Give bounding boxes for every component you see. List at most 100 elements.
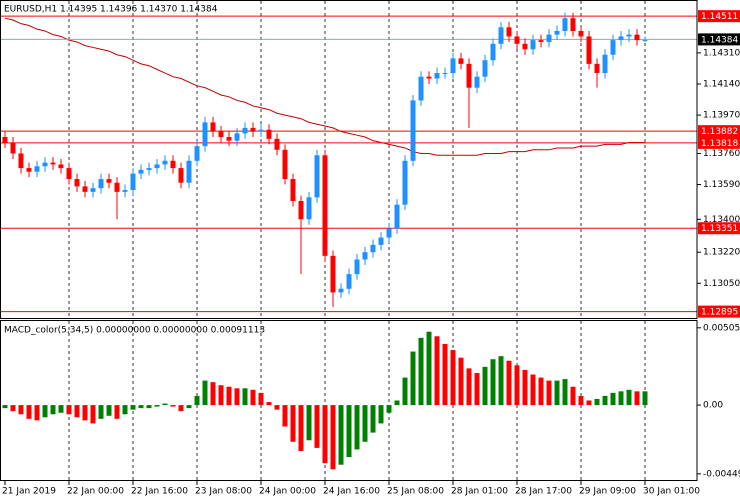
level-label: 1.13882 — [701, 127, 738, 137]
candle-body — [282, 149, 288, 180]
candle-body — [242, 127, 248, 134]
macd-bar — [450, 350, 456, 406]
macd-bar — [626, 389, 632, 406]
macd-bar — [306, 405, 312, 441]
macd-bar — [194, 395, 200, 406]
candle-body — [458, 58, 464, 64]
y-tick-label: 1.13050 — [703, 279, 740, 289]
candle-body — [218, 131, 224, 138]
x-tick-label: 29 Jan 09:00 — [579, 487, 636, 497]
macd-bar — [122, 405, 128, 415]
macd-bar — [50, 405, 56, 415]
macd-bar — [442, 343, 448, 406]
candle-body — [602, 54, 608, 74]
y-tick-label: 1.13760 — [703, 149, 740, 159]
macd-bar — [634, 391, 640, 406]
candle-body — [402, 160, 408, 205]
candle-body — [506, 27, 512, 37]
macd-bar — [474, 372, 480, 406]
y-tick-label: 1.13220 — [703, 248, 740, 258]
candle-body — [146, 168, 152, 170]
macd-bar — [346, 405, 352, 458]
level-label-box — [698, 222, 740, 235]
macd-bar — [98, 405, 104, 419]
candle-body — [10, 142, 16, 154]
candle-body — [642, 40, 648, 42]
macd-bar — [154, 405, 160, 407]
candle-body — [138, 169, 144, 174]
candle-body — [386, 228, 392, 238]
price-header: EURUSD,H1 1.14395 1.14396 1.14370 1.1438… — [4, 5, 218, 15]
candle-body — [266, 129, 272, 139]
level-label: 1.13818 — [701, 139, 738, 149]
macd-bar — [402, 377, 408, 406]
candle-body — [338, 288, 344, 293]
candle-body — [122, 190, 128, 192]
candle-body — [346, 274, 352, 289]
level-label-box — [698, 305, 740, 318]
candle-body — [170, 160, 176, 169]
candle-body — [154, 164, 160, 169]
candle-body — [226, 137, 232, 141]
level-label: 1.14511 — [701, 12, 738, 22]
macd-bar — [426, 331, 432, 406]
level-label-box — [698, 136, 740, 149]
macd-bar — [466, 368, 472, 406]
candle-body — [274, 138, 280, 150]
candle-body — [586, 36, 592, 64]
macd-bar — [434, 336, 440, 406]
x-tick-label: 24 Jan 16:00 — [323, 487, 380, 497]
y-tick-label: 0.00 — [703, 401, 723, 411]
macd-bar — [578, 395, 584, 406]
macd-bar — [378, 405, 384, 424]
candle-body — [634, 34, 640, 41]
x-tick-label: 21 Jan 2019 — [2, 487, 56, 497]
macd-bar — [322, 405, 328, 464]
macd-bar — [642, 391, 648, 406]
candle-body — [610, 40, 616, 55]
macd-bar — [218, 385, 224, 406]
macd-header: MACD_color(5,34,5) 0.00000000 0.00000000… — [4, 326, 265, 336]
macd-bar — [34, 405, 40, 421]
candle-body — [66, 168, 72, 180]
y-tick-label: 1.14310 — [703, 48, 740, 58]
x-tick-label: 22 Jan 00:00 — [67, 487, 124, 497]
macd-bar — [170, 405, 176, 407]
candle-body — [378, 237, 384, 245]
level-label: 1.13351 — [701, 224, 738, 234]
macd-bar — [354, 405, 360, 450]
macd-bar — [386, 405, 392, 413]
candle-body — [98, 179, 104, 189]
macd-bar — [498, 356, 504, 406]
candle-body — [162, 160, 168, 165]
x-tick-label: 30 Jan 01:00 — [643, 487, 700, 497]
candle-body — [370, 244, 376, 253]
macd-bar — [506, 360, 512, 406]
candle-body — [106, 179, 112, 183]
candle-body — [74, 179, 80, 187]
candle-body — [442, 73, 448, 75]
macd-bar — [554, 380, 560, 406]
candle-body — [474, 76, 480, 88]
candle-body — [42, 162, 48, 167]
macd-bar — [130, 405, 136, 410]
candle-body — [58, 164, 64, 169]
plot-layer — [1, 1, 697, 480]
macd-bar — [394, 400, 400, 406]
macd-bar — [138, 405, 144, 409]
candle-body — [26, 168, 32, 172]
macd-bar — [410, 351, 416, 406]
y-tick-label: 1.13400 — [703, 215, 740, 225]
candle-body — [466, 63, 472, 88]
macd-bar — [330, 405, 336, 470]
candle-body — [306, 197, 312, 220]
candle-body — [570, 18, 576, 31]
candle-body — [354, 259, 360, 275]
candle-body — [426, 76, 432, 79]
candle-body — [434, 73, 440, 79]
macd-bar — [570, 386, 576, 406]
macd-bar — [186, 405, 192, 409]
macd-bar — [602, 395, 608, 406]
macd-bar — [290, 405, 296, 442]
